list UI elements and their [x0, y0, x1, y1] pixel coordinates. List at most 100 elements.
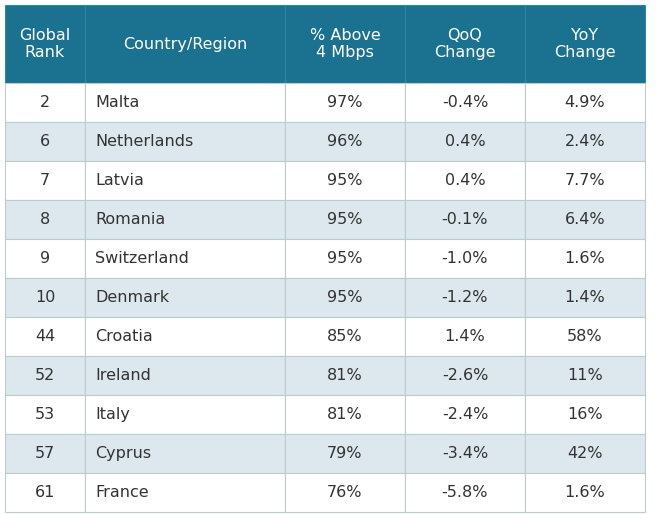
Bar — [85, 239, 285, 278]
Text: Italy: Italy — [95, 407, 130, 422]
Bar — [5, 434, 85, 473]
Text: 81%: 81% — [327, 407, 363, 422]
Text: 44: 44 — [35, 329, 55, 344]
Bar — [5, 278, 85, 317]
Text: 1.4%: 1.4% — [445, 329, 485, 344]
Bar — [405, 122, 525, 161]
Bar — [405, 434, 525, 473]
Bar — [5, 317, 85, 356]
Text: 0.4%: 0.4% — [445, 173, 485, 188]
Text: Latvia: Latvia — [95, 173, 144, 188]
Bar — [5, 200, 85, 239]
Text: 2: 2 — [40, 95, 50, 110]
Text: 11%: 11% — [567, 368, 603, 383]
Text: Country/Region: Country/Region — [123, 36, 247, 51]
Bar — [285, 473, 405, 512]
Text: 95%: 95% — [327, 290, 362, 305]
Bar — [85, 473, 285, 512]
Text: -2.4%: -2.4% — [442, 407, 488, 422]
Bar — [405, 5, 525, 83]
Text: -1.0%: -1.0% — [442, 251, 488, 266]
Text: 6.4%: 6.4% — [565, 212, 605, 227]
Text: Malta: Malta — [95, 95, 139, 110]
Text: 1.4%: 1.4% — [565, 290, 606, 305]
Text: 1.6%: 1.6% — [565, 485, 606, 500]
Text: 10: 10 — [35, 290, 55, 305]
Bar — [285, 122, 405, 161]
Bar — [85, 356, 285, 395]
Text: Ireland: Ireland — [95, 368, 151, 383]
Text: Global
Rank: Global Rank — [19, 28, 70, 60]
Text: -1.2%: -1.2% — [442, 290, 488, 305]
Bar — [405, 200, 525, 239]
Text: -5.8%: -5.8% — [442, 485, 488, 500]
Text: 85%: 85% — [327, 329, 363, 344]
Text: Denmark: Denmark — [95, 290, 169, 305]
Bar — [85, 83, 285, 122]
Text: 8: 8 — [40, 212, 50, 227]
Text: -2.6%: -2.6% — [442, 368, 488, 383]
Bar — [525, 434, 645, 473]
Text: 42%: 42% — [567, 446, 603, 461]
Text: 2.4%: 2.4% — [565, 134, 605, 149]
Bar — [5, 83, 85, 122]
Bar — [405, 239, 525, 278]
Bar — [525, 161, 645, 200]
Bar — [525, 473, 645, 512]
Text: Netherlands: Netherlands — [95, 134, 193, 149]
Bar — [85, 161, 285, 200]
Text: 79%: 79% — [327, 446, 362, 461]
Text: -0.1%: -0.1% — [442, 212, 488, 227]
Text: 16%: 16% — [567, 407, 603, 422]
Text: QoQ
Change: QoQ Change — [434, 28, 496, 60]
Bar — [525, 122, 645, 161]
Bar — [405, 473, 525, 512]
Bar — [85, 122, 285, 161]
Bar — [5, 161, 85, 200]
Bar — [525, 239, 645, 278]
Text: 95%: 95% — [327, 251, 362, 266]
Bar — [5, 122, 85, 161]
Text: 97%: 97% — [327, 95, 362, 110]
Text: 1.6%: 1.6% — [565, 251, 606, 266]
Bar — [5, 473, 85, 512]
Text: YoY
Change: YoY Change — [554, 28, 616, 60]
Text: 6: 6 — [40, 134, 50, 149]
Bar — [405, 278, 525, 317]
Text: 0.4%: 0.4% — [445, 134, 485, 149]
Bar — [285, 278, 405, 317]
Text: 53: 53 — [35, 407, 55, 422]
Text: France: France — [95, 485, 149, 500]
Bar — [285, 5, 405, 83]
Text: Cyprus: Cyprus — [95, 446, 151, 461]
Text: -3.4%: -3.4% — [442, 446, 488, 461]
Bar — [525, 83, 645, 122]
Bar — [85, 5, 285, 83]
Text: Romania: Romania — [95, 212, 165, 227]
Text: 61: 61 — [35, 485, 55, 500]
Bar — [85, 278, 285, 317]
Bar — [525, 5, 645, 83]
Bar — [5, 239, 85, 278]
Bar — [285, 395, 405, 434]
Bar — [525, 200, 645, 239]
Text: 7: 7 — [40, 173, 50, 188]
Bar — [5, 5, 85, 83]
Bar — [405, 317, 525, 356]
Text: 9: 9 — [40, 251, 50, 266]
Bar — [285, 434, 405, 473]
Bar — [5, 356, 85, 395]
Bar — [85, 395, 285, 434]
Bar — [285, 317, 405, 356]
Bar — [525, 317, 645, 356]
Bar — [405, 161, 525, 200]
Text: 4.9%: 4.9% — [565, 95, 605, 110]
Bar — [405, 356, 525, 395]
Text: 57: 57 — [35, 446, 55, 461]
Bar — [405, 395, 525, 434]
Bar — [285, 356, 405, 395]
Text: 96%: 96% — [327, 134, 362, 149]
Text: Switzerland: Switzerland — [95, 251, 189, 266]
Text: % Above
4 Mbps: % Above 4 Mbps — [310, 28, 381, 60]
Bar — [285, 83, 405, 122]
